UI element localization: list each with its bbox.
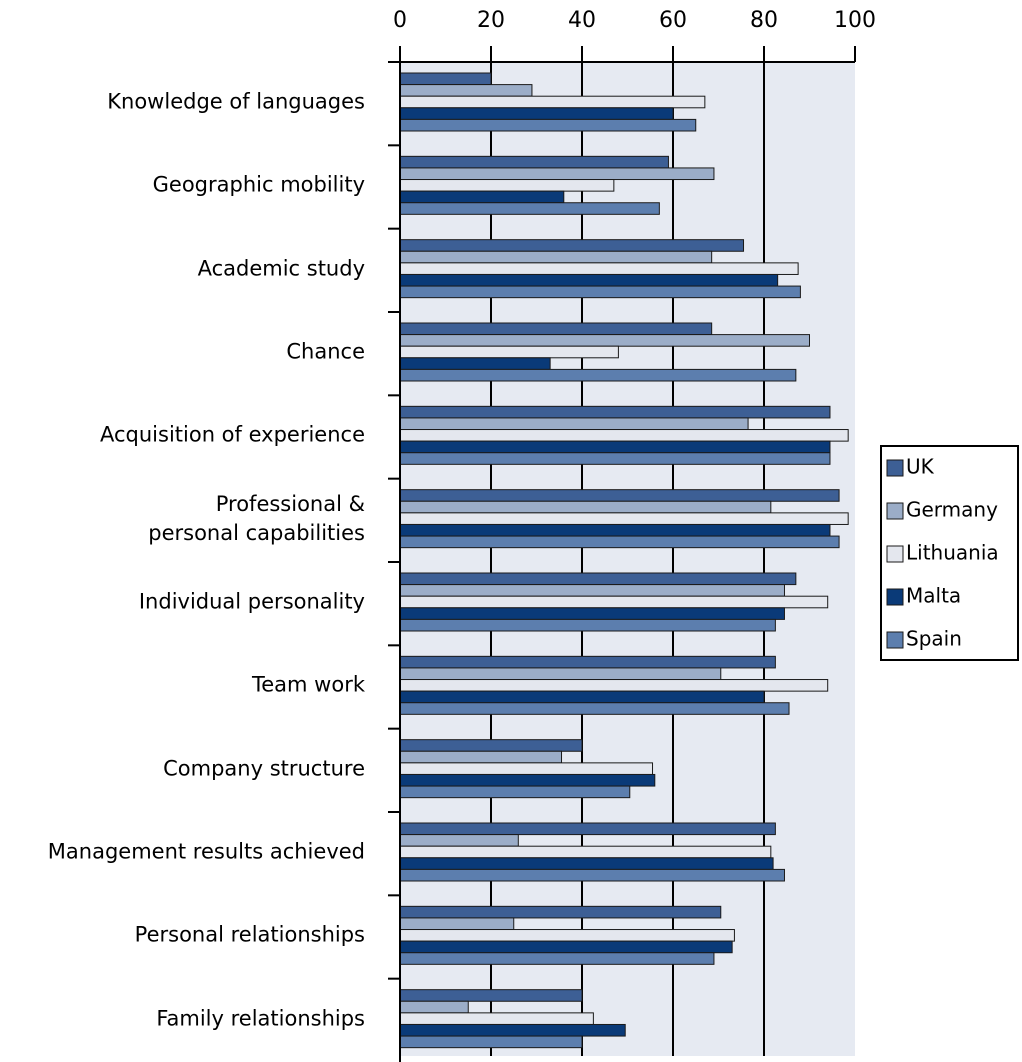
y-tick-label: Company structure — [163, 756, 365, 781]
bar — [399, 512, 849, 525]
bar — [399, 584, 785, 597]
bar — [399, 739, 583, 752]
x-tick-label: 0 — [393, 8, 407, 33]
y-tick-label: Professional & personal capabilities — [148, 491, 365, 545]
x-tick-label: 60 — [659, 8, 687, 33]
legend-swatch — [886, 588, 904, 606]
y-tick-label: Management results achieved — [47, 839, 365, 864]
bar — [399, 655, 776, 669]
bar — [399, 1023, 626, 1037]
bar — [399, 452, 831, 465]
bar — [399, 345, 619, 359]
bar — [399, 834, 519, 847]
bar — [399, 905, 722, 919]
legend-swatch — [886, 631, 904, 649]
bar — [399, 989, 583, 1002]
bar — [399, 500, 772, 514]
bar — [399, 405, 831, 419]
bar — [399, 1000, 469, 1014]
bar — [399, 868, 785, 882]
bar — [399, 929, 735, 942]
y-tick-label: Team work — [252, 672, 365, 697]
bar — [399, 667, 722, 681]
bar — [399, 167, 715, 181]
bar — [399, 273, 779, 287]
legend-label: Germany — [906, 498, 998, 522]
y-tick-label: Personal relationships — [134, 922, 365, 947]
legend-box — [880, 445, 1019, 661]
legend-label: Spain — [906, 627, 962, 651]
bar — [399, 618, 776, 632]
bar — [399, 334, 810, 347]
bar — [399, 857, 774, 870]
bar — [399, 952, 715, 965]
y-tick-label: Geographic mobility — [152, 172, 365, 197]
bar — [399, 285, 801, 299]
bar — [399, 250, 713, 264]
bar — [399, 118, 697, 132]
bar — [399, 155, 669, 169]
bar — [399, 239, 745, 252]
bar — [399, 1012, 594, 1025]
bar — [399, 429, 849, 442]
y-tick-label: Knowledge of languages — [107, 89, 365, 114]
bar — [399, 202, 660, 215]
x-tick-label: 80 — [750, 8, 778, 33]
bar — [399, 702, 790, 715]
bar — [399, 750, 563, 764]
bar — [399, 322, 713, 336]
bar — [399, 417, 749, 431]
bar — [399, 107, 674, 120]
bar — [399, 190, 565, 204]
x-tick-label: 20 — [477, 8, 505, 33]
bar — [399, 785, 631, 799]
bar — [399, 940, 733, 954]
bar — [399, 762, 654, 775]
bar — [399, 595, 829, 609]
x-tick-label: 100 — [834, 8, 876, 33]
bar — [399, 262, 799, 275]
y-tick-label: Acquisition of experience — [99, 422, 365, 447]
plot-background — [400, 62, 855, 1056]
bar — [399, 572, 797, 586]
bar — [399, 84, 533, 97]
bar — [399, 95, 706, 109]
legend-label: Malta — [906, 584, 961, 608]
bar — [399, 917, 515, 931]
bar — [399, 690, 765, 704]
bar — [399, 440, 831, 454]
legend-swatch — [886, 545, 904, 563]
bar — [399, 607, 785, 620]
bar — [399, 822, 776, 836]
bar — [399, 357, 551, 370]
legend-label: UK — [906, 455, 935, 479]
bar — [399, 72, 492, 86]
legend-swatch — [886, 459, 904, 477]
bar — [399, 489, 840, 502]
y-tick-label: Chance — [286, 339, 365, 364]
bar — [399, 679, 829, 692]
bar — [399, 845, 772, 859]
y-tick-label: Individual personality — [138, 589, 365, 614]
x-tick-label: 40 — [568, 8, 596, 33]
legend-swatch — [886, 502, 904, 520]
y-tick-label: Family relationships — [156, 1006, 365, 1031]
legend-label: Lithuania — [906, 541, 999, 565]
bar — [399, 1035, 583, 1049]
bar — [399, 179, 615, 192]
y-tick-label: Academic study — [197, 256, 365, 281]
bar — [399, 773, 656, 787]
bar — [399, 368, 797, 382]
bar — [399, 535, 840, 549]
bar — [399, 523, 831, 537]
